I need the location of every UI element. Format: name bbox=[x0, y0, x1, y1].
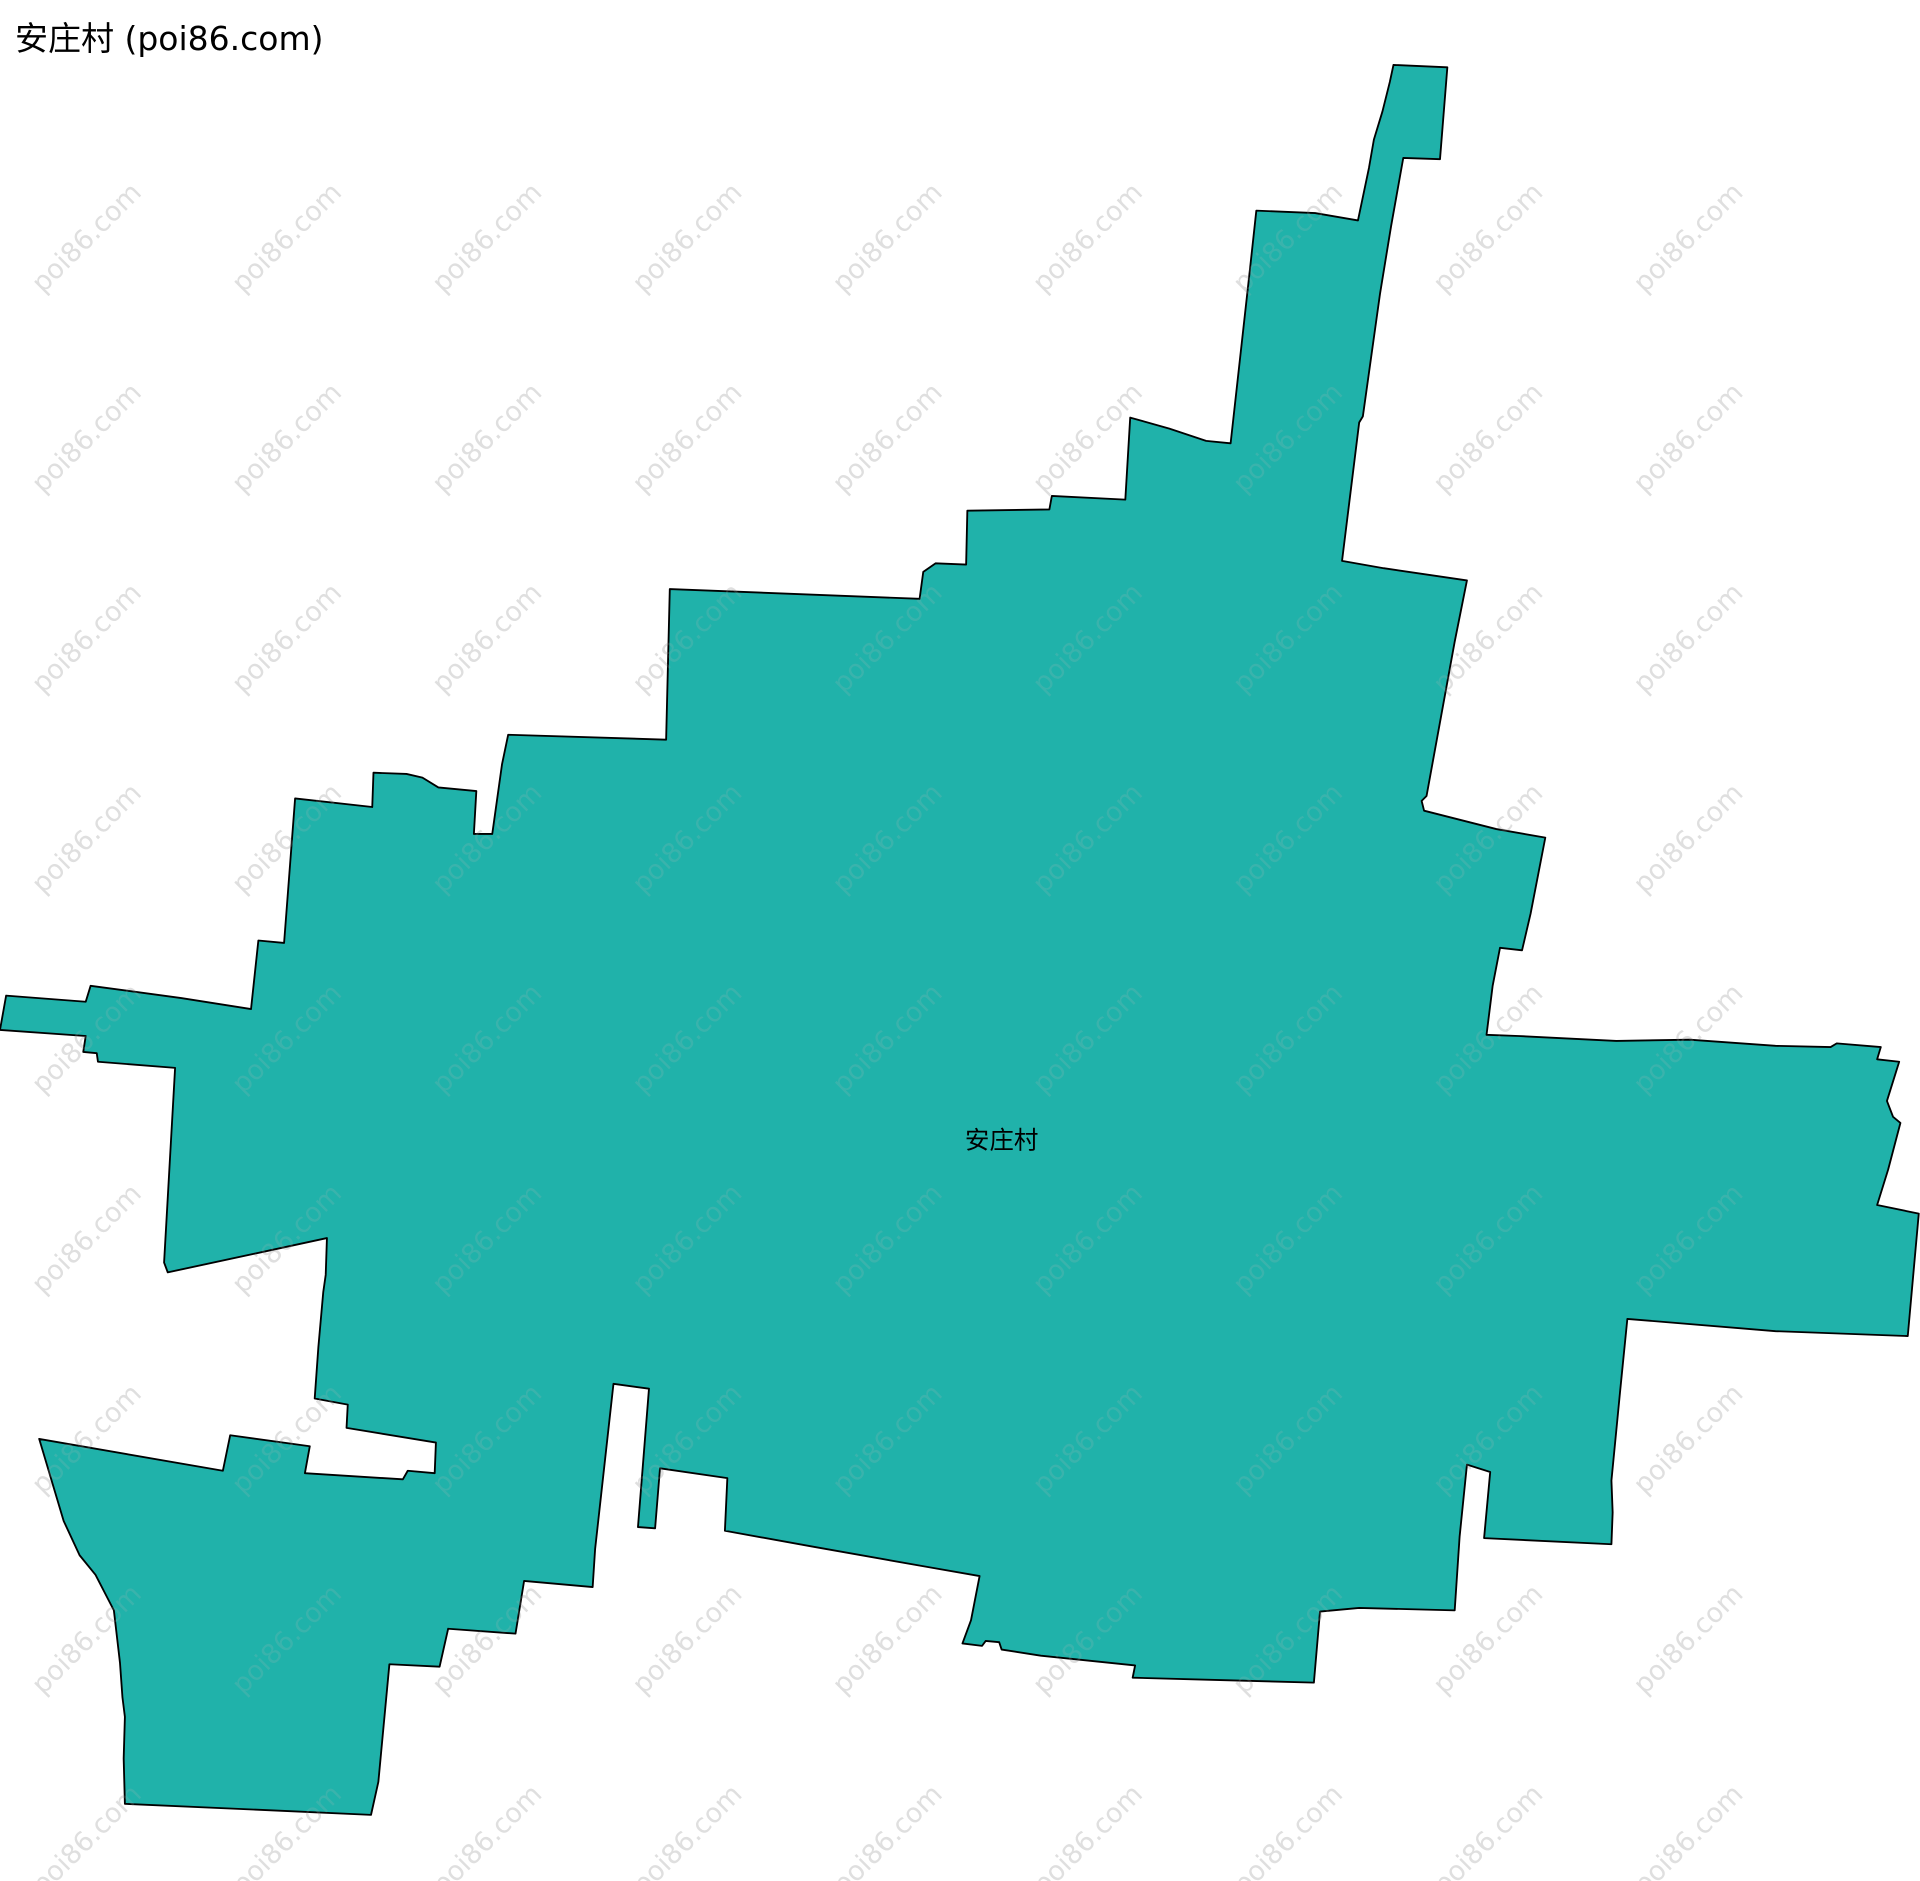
watermark-text: poi86.com bbox=[827, 377, 949, 499]
watermark-text: poi86.com bbox=[626, 1779, 748, 1881]
watermark-text: poi86.com bbox=[26, 1779, 148, 1881]
watermark-text: poi86.com bbox=[626, 177, 748, 299]
watermark-text: poi86.com bbox=[426, 377, 548, 499]
watermark-text: poi86.com bbox=[226, 577, 348, 699]
watermark-text: poi86.com bbox=[1628, 377, 1750, 499]
watermark-text: poi86.com bbox=[26, 778, 148, 900]
watermark-text: poi86.com bbox=[426, 1779, 548, 1881]
watermark-text: poi86.com bbox=[26, 377, 148, 499]
watermark-text: poi86.com bbox=[1227, 1779, 1349, 1881]
watermark-text: poi86.com bbox=[1628, 577, 1750, 699]
watermark-text: poi86.com bbox=[1628, 1378, 1750, 1500]
watermark-text: poi86.com bbox=[1427, 377, 1549, 499]
map-title: 安庄村 (poi86.com) bbox=[15, 19, 324, 58]
watermark-text: poi86.com bbox=[827, 1779, 949, 1881]
watermark-text: poi86.com bbox=[26, 1178, 148, 1300]
watermark-text: poi86.com bbox=[1427, 1779, 1549, 1881]
watermark-text: poi86.com bbox=[1027, 1779, 1149, 1881]
watermark-text: poi86.com bbox=[1628, 778, 1750, 900]
watermark-text: poi86.com bbox=[26, 177, 148, 299]
watermark-text: poi86.com bbox=[426, 177, 548, 299]
watermark-text: poi86.com bbox=[1628, 177, 1750, 299]
watermark-text: poi86.com bbox=[827, 177, 949, 299]
village-boundary-polygon[interactable] bbox=[0, 63, 1920, 1816]
watermark-text: poi86.com bbox=[1628, 1578, 1750, 1700]
watermark-text: poi86.com bbox=[1027, 177, 1149, 299]
watermark-text: poi86.com bbox=[26, 577, 148, 699]
region-label: 安庄村 bbox=[965, 1126, 1038, 1155]
watermark-text: poi86.com bbox=[1427, 177, 1549, 299]
watermark-text: poi86.com bbox=[626, 1578, 748, 1700]
watermark-text: poi86.com bbox=[226, 177, 348, 299]
watermark-text: poi86.com bbox=[226, 377, 348, 499]
watermark-text: poi86.com bbox=[1628, 1779, 1750, 1881]
watermark-text: poi86.com bbox=[827, 1578, 949, 1700]
watermark-text: poi86.com bbox=[426, 577, 548, 699]
watermark-overlay: poi86.com poi86.com poi86.com poi86.com poi8… bbox=[26, 177, 1750, 1881]
watermark-text: poi86.com bbox=[626, 377, 748, 499]
